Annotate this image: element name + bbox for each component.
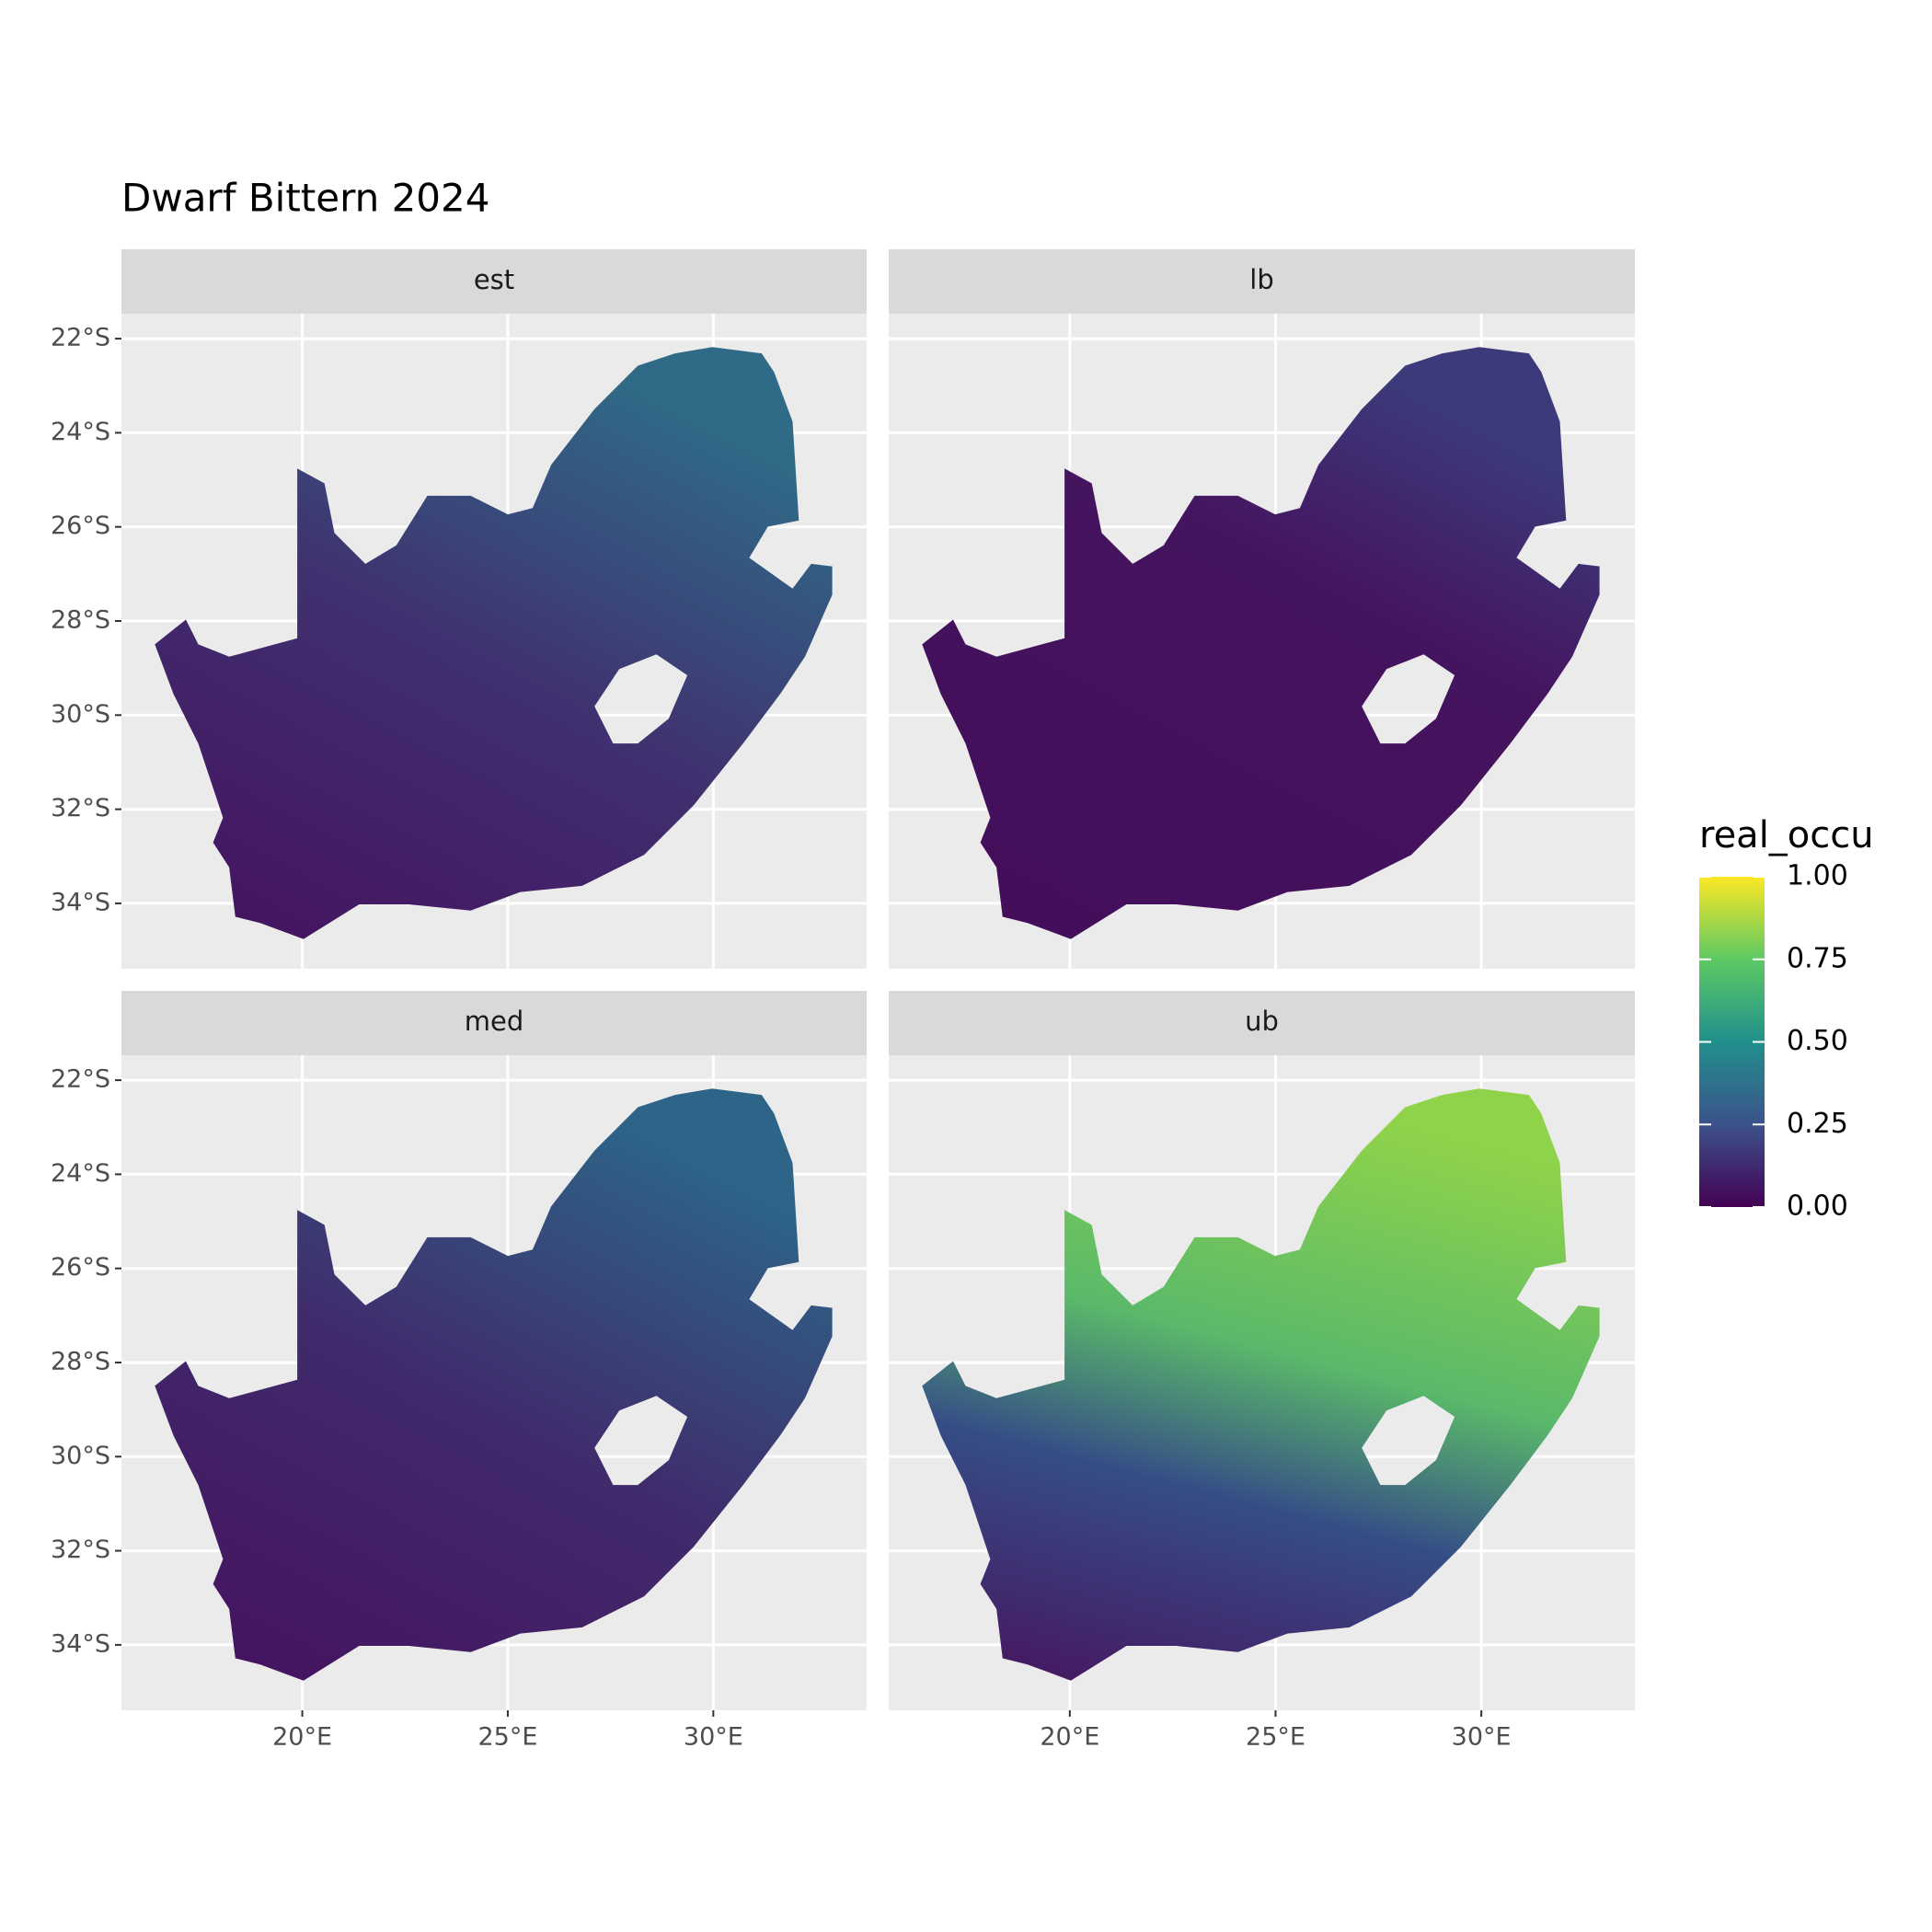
y-tick-label: 28°S (51, 1348, 110, 1376)
x-tick-label: 30°E (684, 1723, 743, 1752)
facet-label: est (474, 264, 514, 295)
y-tick-label: 24°S (51, 1159, 110, 1188)
y-tick-label: 32°S (51, 794, 110, 822)
chart-title: Dwarf Bittern 2024 (121, 176, 489, 221)
facet-label: ub (1245, 1006, 1279, 1037)
legend-label: 0.25 (1787, 1108, 1848, 1140)
strip (121, 249, 867, 314)
legend-label: 1.00 (1787, 860, 1848, 892)
x-tick-label: 20°E (272, 1723, 332, 1752)
y-tick-label: 30°S (51, 1442, 110, 1470)
occupancy-map (155, 347, 833, 939)
y-tick-label: 22°S (51, 324, 110, 352)
x-tick-label: 25°E (478, 1723, 538, 1752)
y-tick-label: 24°S (51, 418, 110, 446)
facet-label: med (465, 1006, 524, 1037)
legend-label: 0.00 (1787, 1190, 1848, 1223)
strip (121, 991, 867, 1055)
y-tick-label: 26°S (51, 1253, 110, 1282)
y-tick-label: 22°S (51, 1065, 110, 1094)
x-tick-label: 20°E (1040, 1723, 1099, 1752)
y-tick-label: 28°S (51, 606, 110, 635)
y-tick-label: 34°S (51, 1629, 110, 1658)
y-tick-label: 34°S (51, 888, 110, 916)
legend-label: 0.75 (1787, 942, 1848, 974)
strip (889, 249, 1635, 314)
y-tick-label: 32°S (51, 1535, 110, 1564)
legend-label: 0.50 (1787, 1025, 1848, 1057)
x-tick-label: 30°E (1452, 1723, 1512, 1752)
y-tick-label: 26°S (51, 512, 110, 540)
y-tick-label: 30°S (51, 700, 110, 729)
occupancy-map (922, 347, 1600, 939)
occupancy-map (155, 1088, 833, 1681)
legend-title: real_occu (1699, 814, 1874, 857)
x-tick-label: 25°E (1246, 1723, 1305, 1752)
occupancy-map (922, 1088, 1600, 1681)
strip (889, 991, 1635, 1055)
facet-label: lb (1249, 264, 1273, 295)
